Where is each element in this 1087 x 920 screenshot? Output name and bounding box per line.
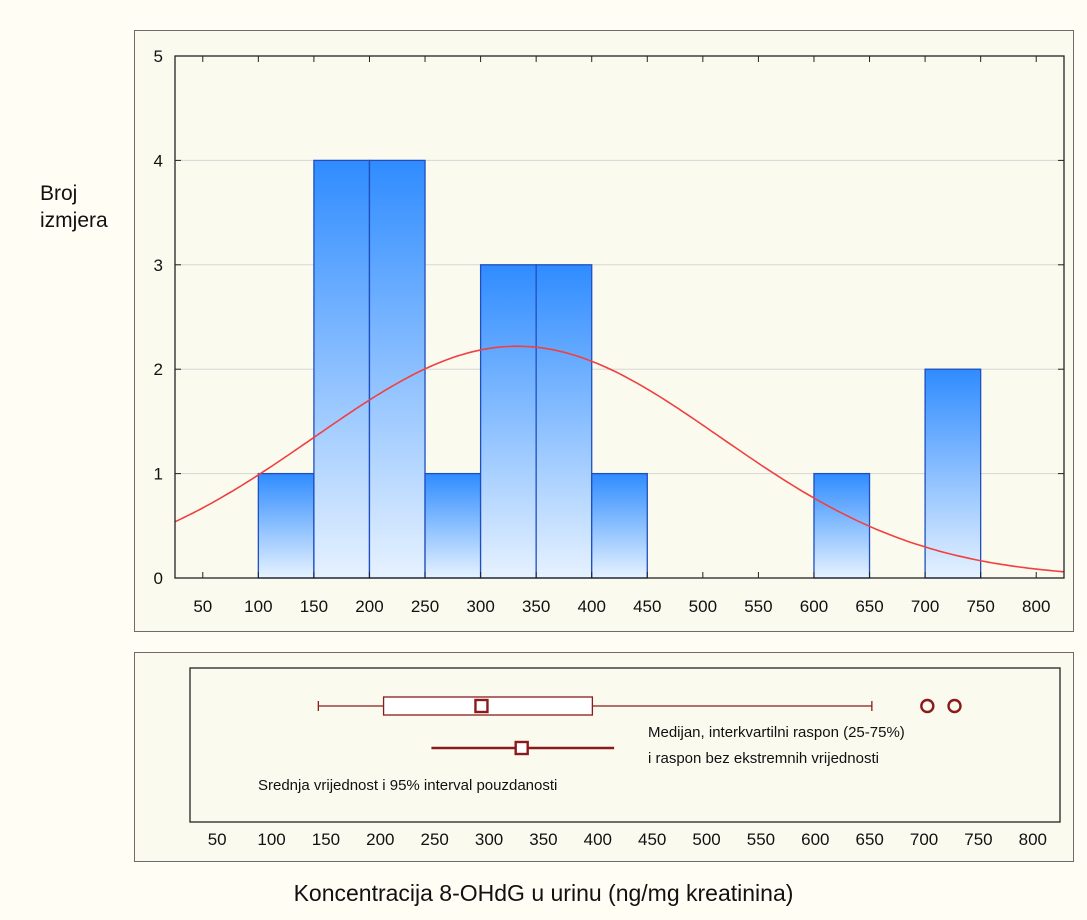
y-tick-label-1: 1 (154, 465, 163, 484)
y-tick-label-3: 3 (154, 256, 163, 275)
x-tick-label-150: 150 (300, 597, 328, 616)
boxplot-x-tick-label-800: 800 (1019, 830, 1047, 849)
y-tick-label-4: 4 (154, 151, 163, 170)
histogram-plot-frame (174, 55, 1065, 579)
x-tick-label-450: 450 (633, 597, 661, 616)
mean-marker (514, 740, 529, 756)
boxplot-x-tick-label-300: 300 (475, 830, 503, 849)
x-tick-label-50: 50 (193, 597, 212, 616)
x-tick-label-550: 550 (744, 597, 772, 616)
y-axis-label-line1: Broj (40, 182, 78, 205)
histogram-bar-150-200 (313, 159, 371, 579)
x-tick-label-100: 100 (244, 597, 272, 616)
x-tick-label-600: 600 (800, 597, 828, 616)
median-marker (474, 698, 489, 714)
normal-distribution-curve (174, 345, 1065, 573)
boxplot-x-tick-label-200: 200 (366, 830, 394, 849)
boxplot-x-tick-label-650: 650 (856, 830, 884, 849)
histogram-bar-400-450 (591, 472, 648, 579)
outlier-point-1 (920, 698, 935, 714)
x-tick-label-350: 350 (522, 597, 550, 616)
annotation-median-line1: Medijan, interkvartilni raspon (25-75%) (648, 724, 905, 741)
annotation-mean: Srednja vrijednost i 95% interval pouzda… (258, 777, 557, 794)
x-axis-title: Koncentracija 8-OHdG u urinu (ng/mg krea… (293, 880, 794, 906)
x-tick-label-650: 650 (855, 597, 883, 616)
boxplot-panel (134, 652, 1074, 862)
histogram-bar-100-150 (257, 472, 315, 579)
x-tick-label-800: 800 (1022, 597, 1050, 616)
boxplot-x-tick-label-450: 450 (638, 830, 666, 849)
x-tick-label-400: 400 (578, 597, 606, 616)
x-tick-label-250: 250 (411, 597, 439, 616)
histogram-bar-600-650 (813, 472, 871, 579)
x-tick-label-700: 700 (911, 597, 939, 616)
y-tick-label-5: 5 (154, 47, 163, 66)
histogram-bar-250-300 (424, 472, 482, 579)
y-axis-label-line2: izmjera (40, 209, 108, 232)
boxplot-x-tick-label-600: 600 (801, 830, 829, 849)
histogram-bar-300-350 (479, 264, 537, 579)
y-tick-label-0: 0 (154, 569, 163, 588)
boxplot-x-tick-label-150: 150 (312, 830, 340, 849)
y-tick-label-2: 2 (154, 360, 163, 379)
boxplot-x-tick-label-50: 50 (208, 830, 227, 849)
boxplot-x-tick-label-350: 350 (529, 830, 557, 849)
boxplot-x-tick-label-700: 700 (910, 830, 938, 849)
boxplot-x-tick-label-250: 250 (421, 830, 449, 849)
x-tick-label-300: 300 (466, 597, 494, 616)
histogram-bar-350-400 (535, 264, 593, 579)
boxplot-x-tick-label-750: 750 (964, 830, 992, 849)
histogram-bar-700-750 (924, 368, 982, 579)
annotation-median-line2: i raspon bez ekstremnih vrijednosti (648, 750, 879, 767)
boxplot-x-tick-label-400: 400 (584, 830, 612, 849)
outlier-point-2 (947, 698, 962, 714)
x-tick-label-500: 500 (689, 597, 717, 616)
x-tick-label-750: 750 (966, 597, 994, 616)
histogram-bar-200-250 (368, 159, 426, 579)
boxplot-x-tick-label-500: 500 (692, 830, 720, 849)
boxplot-x-tick-label-100: 100 (257, 830, 285, 849)
boxplot-x-tick-label-550: 550 (747, 830, 775, 849)
boxplot-plot-frame (189, 667, 1061, 823)
x-tick-label-200: 200 (355, 597, 383, 616)
